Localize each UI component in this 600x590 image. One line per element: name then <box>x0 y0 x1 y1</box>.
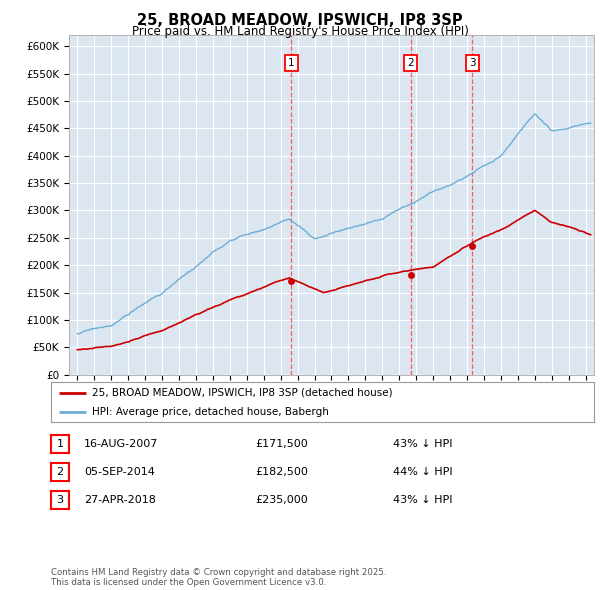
Text: HPI: Average price, detached house, Babergh: HPI: Average price, detached house, Babe… <box>92 407 329 417</box>
Text: 16-AUG-2007: 16-AUG-2007 <box>84 439 158 448</box>
Text: 25, BROAD MEADOW, IPSWICH, IP8 3SP (detached house): 25, BROAD MEADOW, IPSWICH, IP8 3SP (deta… <box>92 388 392 398</box>
Text: 1: 1 <box>288 58 295 68</box>
Text: 43% ↓ HPI: 43% ↓ HPI <box>393 439 452 448</box>
Text: £235,000: £235,000 <box>255 496 308 505</box>
Text: 1: 1 <box>56 439 64 448</box>
Text: 05-SEP-2014: 05-SEP-2014 <box>84 467 155 477</box>
Text: 3: 3 <box>469 58 476 68</box>
Text: 27-APR-2018: 27-APR-2018 <box>84 496 156 505</box>
Text: £171,500: £171,500 <box>255 439 308 448</box>
Text: 2: 2 <box>407 58 414 68</box>
Text: 2: 2 <box>56 467 64 477</box>
Text: £182,500: £182,500 <box>255 467 308 477</box>
Text: 44% ↓ HPI: 44% ↓ HPI <box>393 467 452 477</box>
Text: 3: 3 <box>56 496 64 505</box>
Text: Contains HM Land Registry data © Crown copyright and database right 2025.
This d: Contains HM Land Registry data © Crown c… <box>51 568 386 587</box>
Text: 43% ↓ HPI: 43% ↓ HPI <box>393 496 452 505</box>
Text: 25, BROAD MEADOW, IPSWICH, IP8 3SP: 25, BROAD MEADOW, IPSWICH, IP8 3SP <box>137 13 463 28</box>
Text: Price paid vs. HM Land Registry's House Price Index (HPI): Price paid vs. HM Land Registry's House … <box>131 25 469 38</box>
